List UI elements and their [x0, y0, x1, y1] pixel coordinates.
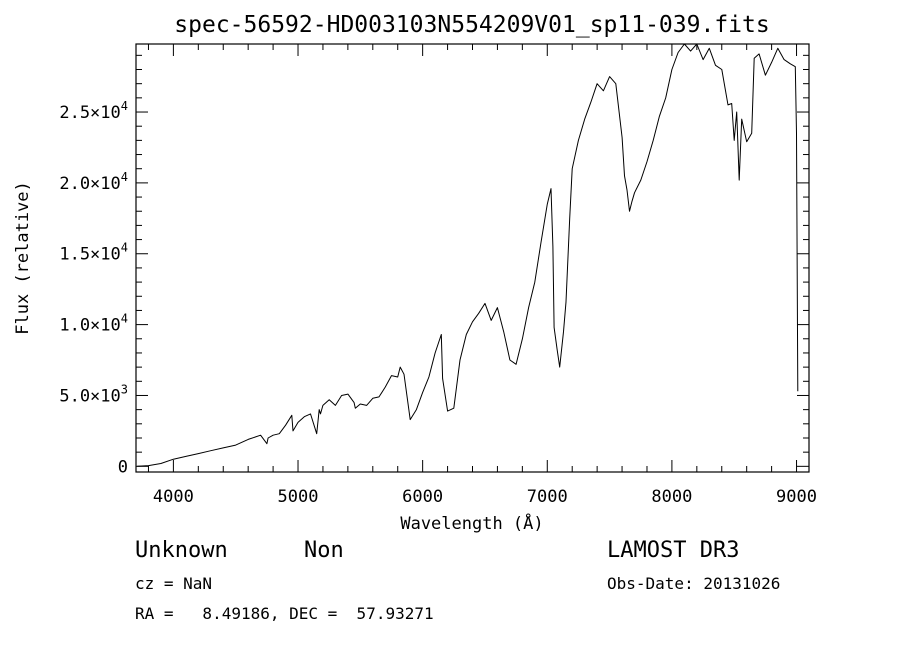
x-tick-label: 9000 — [776, 487, 817, 507]
object-class: Unknown — [135, 538, 228, 563]
y-tick-label: 0 — [118, 457, 128, 477]
x-tick-label: 5000 — [278, 487, 319, 507]
y-tick-labels: 0 5.0×103 1.0×104 1.5×104 2.0×104 2.5×104 — [59, 99, 128, 477]
y-tick-label: 5.0×103 — [59, 382, 128, 406]
y-tick-label: 1.0×104 — [59, 312, 128, 336]
redshift-cz: cz = NaN — [135, 574, 213, 593]
y-tick-label: 2.5×104 — [59, 99, 128, 123]
object-subclass: Non — [304, 538, 344, 563]
y-axis-label: Flux (relative) — [13, 181, 33, 335]
observation-date: Obs-Date: 20131026 — [607, 574, 781, 593]
x-tick-label: 8000 — [651, 487, 692, 507]
coordinates: RA = 8.49186, DEC = 57.93271 — [135, 604, 434, 623]
x-tick-label: 4000 — [153, 487, 194, 507]
x-tick-labels: 4000 5000 6000 7000 8000 9000 — [153, 487, 817, 507]
y-tick-label: 2.0×104 — [59, 170, 128, 194]
y-tick-label: 1.5×104 — [59, 241, 128, 265]
survey-name: LAMOST DR3 — [607, 538, 740, 563]
chart-title: spec-56592-HD003103N554209V01_sp11-039.f… — [174, 12, 769, 38]
x-tick-label: 6000 — [402, 487, 443, 507]
flux-series-line — [137, 43, 799, 467]
axis-ticks — [136, 44, 809, 472]
plot-frame — [135, 43, 810, 473]
x-tick-label: 7000 — [527, 487, 568, 507]
x-axis-label: Wavelength (Å) — [400, 512, 543, 534]
